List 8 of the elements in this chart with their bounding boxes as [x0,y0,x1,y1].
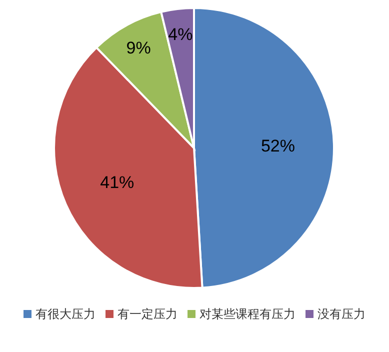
legend-label: 有很大压力 [36,307,96,321]
legend-label: 有一定压力 [118,307,178,321]
legend-label: 没有压力 [318,307,366,321]
legend-label: 对某些课程有压力 [200,307,296,321]
data-label: 9% [126,38,151,58]
data-label: 41% [100,172,134,192]
data-label: 4% [168,25,193,44]
data-label: 52% [260,136,295,156]
